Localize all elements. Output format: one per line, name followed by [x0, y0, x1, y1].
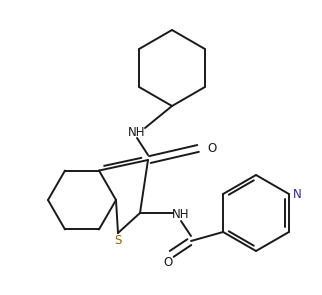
Text: O: O	[207, 142, 216, 155]
Text: NH: NH	[172, 209, 190, 222]
Text: S: S	[114, 235, 122, 248]
Text: NH: NH	[128, 125, 146, 138]
Text: N: N	[293, 188, 302, 201]
Text: O: O	[163, 256, 173, 270]
